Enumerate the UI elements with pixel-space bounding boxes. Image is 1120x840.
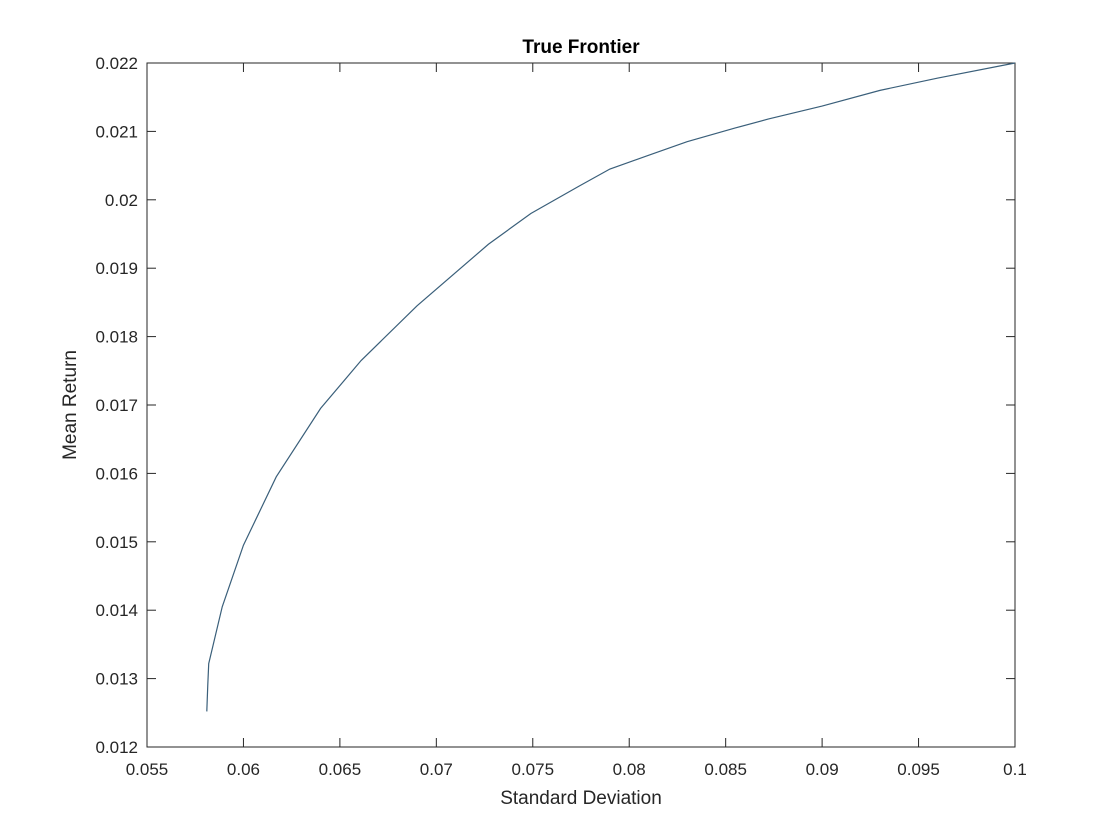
y-tick-label: 0.016 <box>95 464 138 483</box>
y-tick-label: 0.022 <box>95 54 138 73</box>
x-tick-label: 0.1 <box>1003 760 1027 779</box>
x-tick-label: 0.08 <box>613 760 646 779</box>
x-tick-label: 0.055 <box>126 760 169 779</box>
y-tick-label: 0.017 <box>95 396 138 415</box>
y-tick-label: 0.021 <box>95 122 138 141</box>
series-line-true-frontier <box>206 62 1016 712</box>
x-tick-label: 0.075 <box>512 760 555 779</box>
x-tick-label: 0.07 <box>420 760 453 779</box>
ticks <box>146 62 1016 748</box>
x-tick-label: 0.09 <box>806 760 839 779</box>
y-tick-label: 0.02 <box>105 191 138 210</box>
y-tick-label: 0.015 <box>95 533 138 552</box>
y-tick-label: 0.019 <box>95 259 138 278</box>
x-tick-label: 0.095 <box>897 760 940 779</box>
x-axis-label: Standard Deviation <box>500 788 662 809</box>
plot-area <box>146 62 1016 748</box>
y-axis-label: Mean Return <box>60 350 81 460</box>
y-tick-label: 0.018 <box>95 328 138 347</box>
x-tick-label: 0.085 <box>704 760 747 779</box>
x-tick-label: 0.065 <box>319 760 362 779</box>
chart-title: True Frontier <box>522 37 640 58</box>
y-tick-label: 0.012 <box>95 738 138 757</box>
x-tick-label: 0.06 <box>227 760 260 779</box>
y-tick-label: 0.014 <box>95 601 138 620</box>
tick-labels: 0.055 0.06 0.065 0.07 0.075 0.08 0.085 0.09 0.09… <box>95 54 1026 779</box>
y-tick-label: 0.013 <box>95 670 138 689</box>
